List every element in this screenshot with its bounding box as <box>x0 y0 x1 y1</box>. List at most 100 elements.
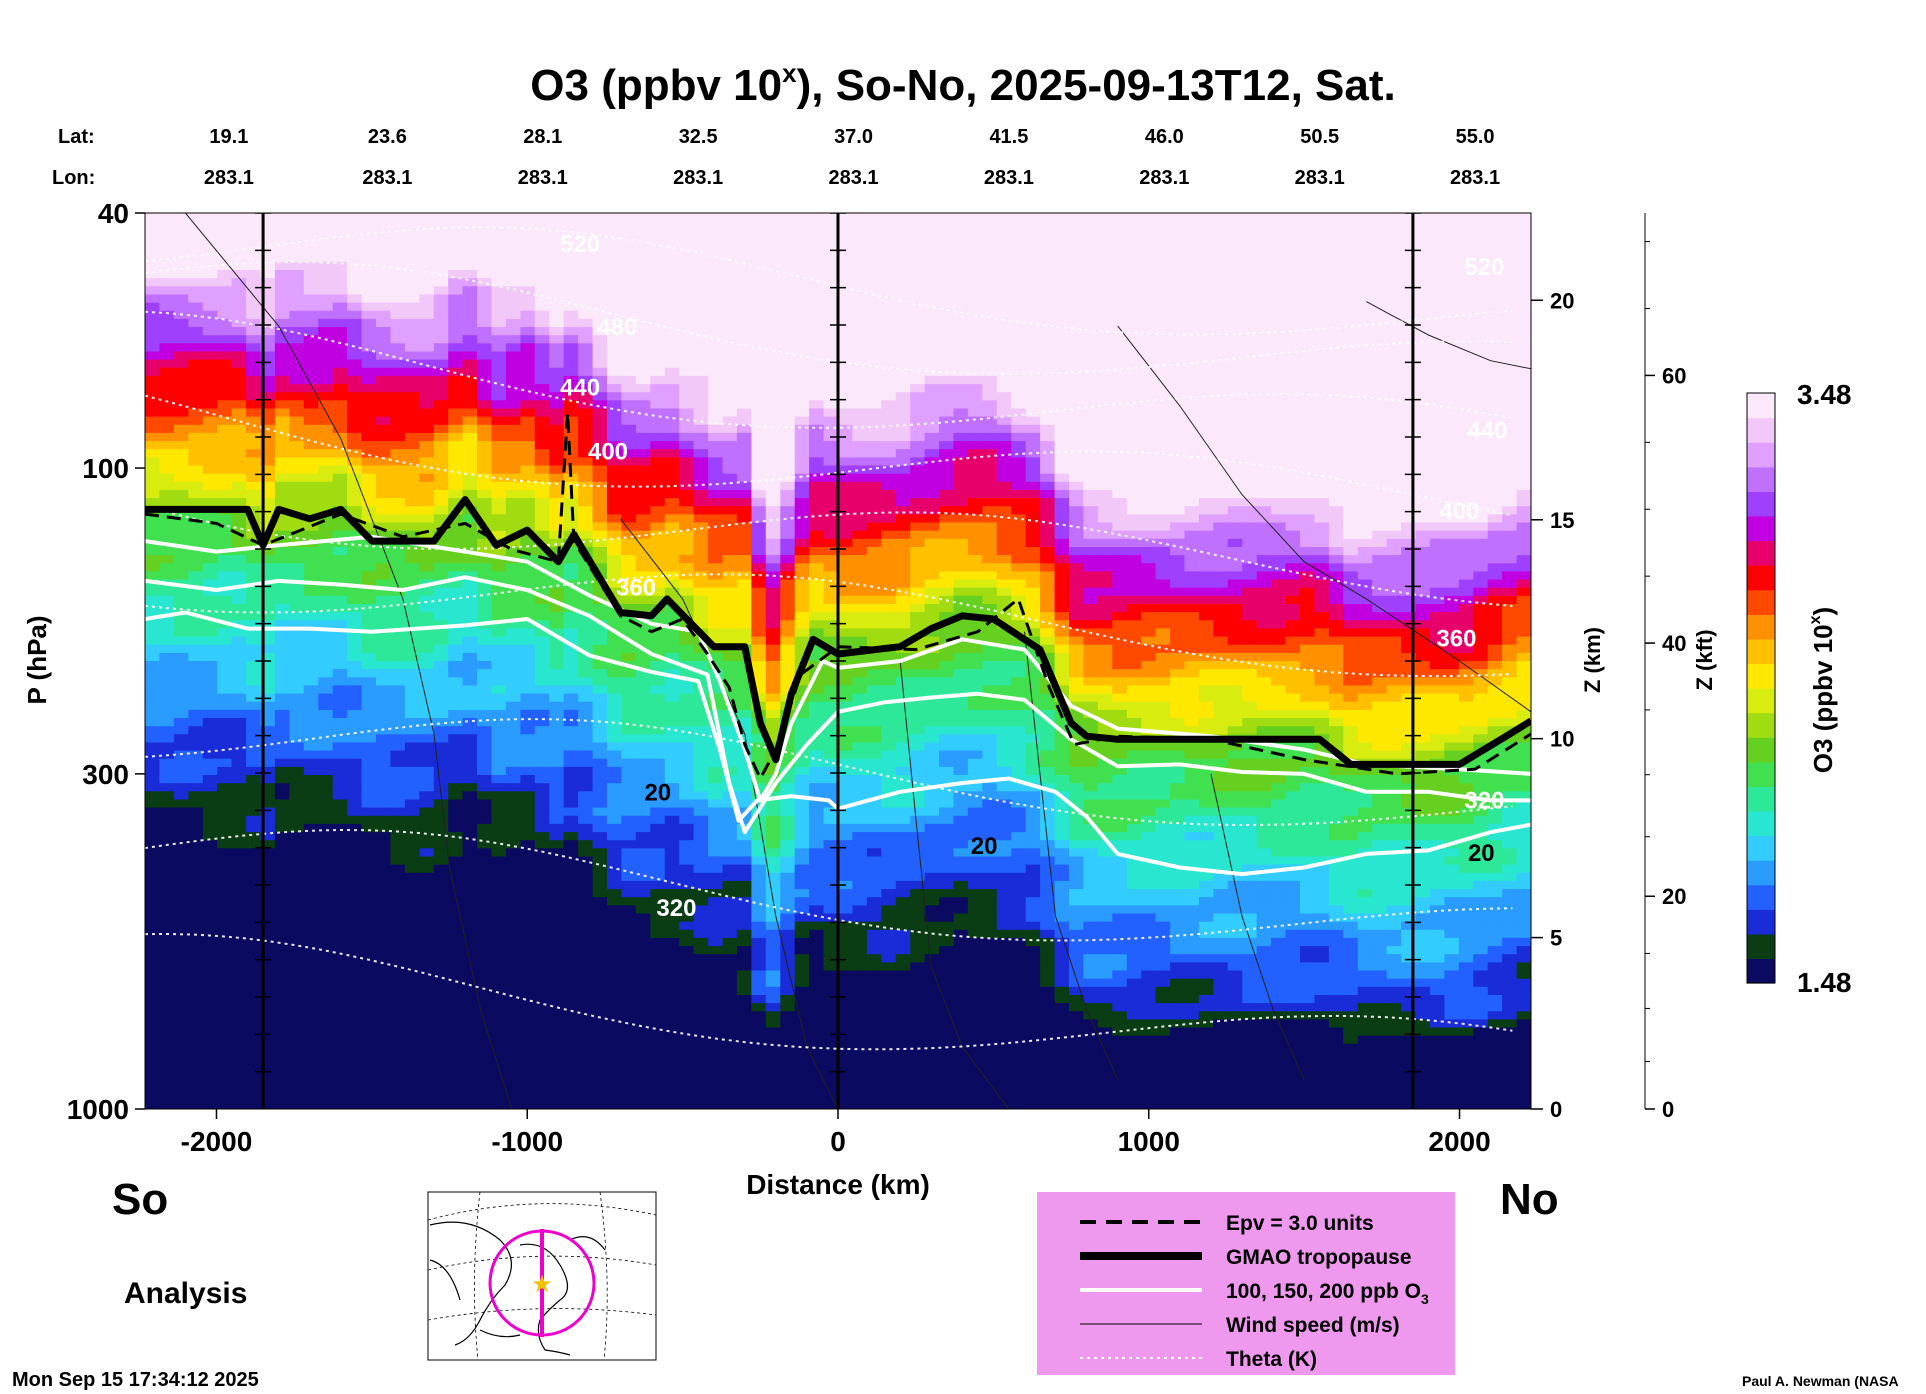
heatmap-cell <box>202 823 218 833</box>
heatmap-cell <box>404 571 421 581</box>
heatmap-cell <box>520 823 536 833</box>
heatmap-cell <box>303 1084 319 1094</box>
heatmap-cell <box>145 465 161 475</box>
heatmap-cell <box>679 384 695 393</box>
heatmap-cell <box>303 498 319 507</box>
heatmap-cell <box>347 547 363 556</box>
heatmap-cell <box>173 823 190 833</box>
heatmap-cell <box>549 351 565 361</box>
heatmap-cell <box>491 628 507 638</box>
heatmap-cell <box>679 213 695 222</box>
heatmap-cell <box>491 481 507 491</box>
heatmap-cell <box>202 652 218 662</box>
heatmap-cell <box>563 791 579 801</box>
heatmap-cell <box>202 1092 218 1102</box>
heatmap-cell <box>448 734 464 744</box>
heatmap-cell <box>679 791 695 801</box>
heatmap-cell <box>332 416 348 426</box>
heatmap-cell <box>736 213 753 222</box>
heatmap-cell <box>217 261 233 271</box>
heatmap-cell <box>607 791 623 801</box>
heatmap-cell <box>202 270 218 279</box>
heatmap-cell <box>520 620 536 630</box>
heatmap-cell <box>448 701 464 711</box>
heatmap-cell <box>231 872 247 882</box>
heatmap-column <box>549 213 565 1109</box>
heatmap-cell <box>549 449 565 459</box>
heatmap-cell <box>477 555 493 564</box>
heatmap-cell <box>708 872 724 882</box>
heatmap-cell <box>376 571 392 581</box>
heatmap-cell <box>376 530 392 540</box>
heatmap-cell <box>736 840 753 850</box>
heatmap-cell <box>159 905 175 915</box>
heatmap-cell <box>462 652 478 662</box>
heatmap-cell <box>592 628 608 638</box>
heatmap-cell <box>563 327 579 336</box>
heatmap-cell <box>188 783 204 793</box>
heatmap-cell <box>607 1060 623 1069</box>
heatmap-cell <box>505 294 522 304</box>
heatmap-cell <box>332 489 348 499</box>
heatmap-cell <box>578 840 594 850</box>
heatmap-cell <box>751 1068 767 1078</box>
heatmap-cell <box>145 473 161 483</box>
heatmap-cell <box>202 343 218 353</box>
heatmap-cell <box>780 457 796 467</box>
heatmap-cell <box>491 766 507 776</box>
heatmap-cell <box>145 986 161 996</box>
heatmap-cell <box>303 628 319 638</box>
heatmap-cell <box>780 400 796 410</box>
heatmap-cell <box>332 913 348 923</box>
heatmap-cell <box>607 416 623 426</box>
heatmap-cell <box>722 506 738 516</box>
heatmap-cell <box>635 628 652 638</box>
heatmap-cell <box>188 359 204 369</box>
heatmap-cell <box>736 465 753 475</box>
heatmap-cell <box>664 1027 680 1037</box>
heatmap-cell <box>520 929 536 939</box>
heatmap-cell <box>751 221 767 230</box>
heatmap-cell <box>303 791 319 801</box>
heatmap-cell <box>765 970 781 980</box>
heatmap-cell <box>635 1092 652 1102</box>
heatmap-column <box>693 213 709 1109</box>
heatmap-cell <box>462 327 478 336</box>
heatmap-cell <box>318 669 334 678</box>
heatmap-cell <box>693 1011 709 1021</box>
heatmap-cell <box>217 1092 233 1102</box>
heatmap-cell <box>289 1052 305 1061</box>
heatmap-cell <box>361 457 377 467</box>
heatmap-cell <box>159 294 175 304</box>
heatmap-cell <box>563 408 579 418</box>
heatmap-cell <box>390 652 406 662</box>
lat-header-label: Lat: <box>58 126 95 148</box>
heatmap-cell <box>607 302 623 312</box>
heatmap-cell <box>390 449 406 459</box>
heatmap-cell <box>520 237 536 247</box>
heatmap-cell <box>607 986 623 996</box>
heatmap-cell <box>361 1027 377 1037</box>
heatmap-cell <box>765 791 781 801</box>
heatmap-cell <box>751 286 767 296</box>
heatmap-cell <box>679 506 695 516</box>
heatmap-cell <box>549 489 565 499</box>
heatmap-cell <box>303 758 319 768</box>
heatmap-cell <box>679 962 695 972</box>
heatmap-cell <box>289 970 305 980</box>
heatmap-cell <box>231 652 247 662</box>
heatmap-cell <box>765 815 781 825</box>
heatmap-cell <box>607 489 623 499</box>
heatmap-cell <box>159 432 175 442</box>
heatmap-cell <box>534 1011 550 1021</box>
heatmap-cell <box>159 1068 175 1078</box>
heatmap-cell <box>347 913 363 923</box>
heatmap-cell <box>433 587 449 597</box>
heatmap-cell <box>145 1019 161 1029</box>
heatmap-cell <box>274 384 291 393</box>
heatmap-cell <box>303 962 319 972</box>
heatmap-cell <box>246 587 262 597</box>
heatmap-cell <box>433 253 449 263</box>
heatmap-cell <box>419 1092 435 1102</box>
heatmap-cell <box>303 799 319 809</box>
